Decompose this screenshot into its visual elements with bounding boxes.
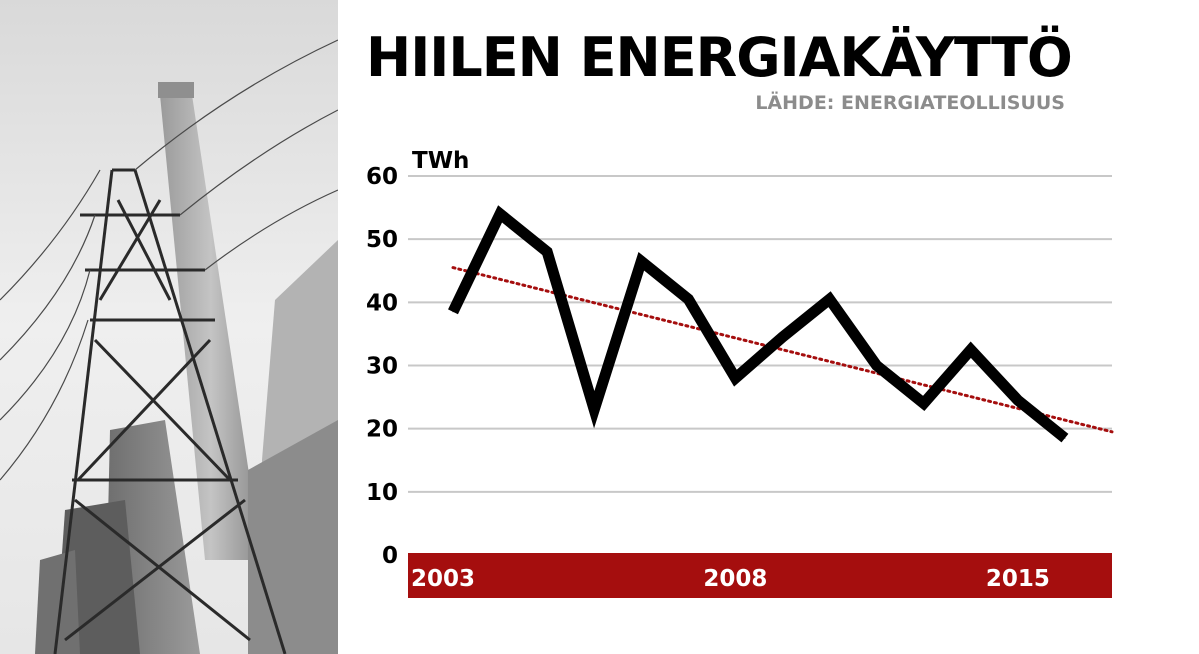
x-tick-label: 2015 [986, 566, 1050, 592]
data-point [782, 336, 783, 338]
source-label: LÄHDE: ENERGIATEOLLISUUS [755, 92, 1065, 114]
grid-lines [408, 175, 1112, 493]
y-axis: 0 10 20 30 40 50 60 [366, 164, 398, 569]
chart-title: HIILEN ENERGIAKÄYTTÖ [366, 26, 1073, 89]
data-point [452, 311, 454, 313]
x-axis: 2003 2008 2015 [411, 566, 1050, 592]
y-unit-label: TWh [412, 148, 469, 174]
y-tick-label: 20 [366, 417, 398, 443]
y-tick-label: 50 [366, 227, 398, 253]
data-point [923, 402, 925, 404]
trend-line-layer [451, 266, 1114, 434]
data-point [499, 213, 501, 215]
data-point [687, 298, 689, 300]
series-line [448, 205, 1069, 443]
series-layer [448, 205, 1069, 443]
y-tick-label: 0 [382, 543, 398, 569]
x-axis-band [408, 553, 1112, 598]
y-tick-label: 60 [366, 164, 398, 190]
data-point [640, 260, 642, 262]
data-point [734, 377, 736, 379]
power-plant-photo [0, 0, 338, 654]
data-point [593, 409, 595, 411]
data-point [970, 349, 972, 351]
data-point [876, 365, 878, 366]
data-point [546, 251, 548, 253]
data-point [1064, 437, 1066, 439]
data-point [829, 298, 831, 300]
y-tick-label: 30 [366, 354, 398, 380]
trend-line [451, 266, 1114, 434]
x-tick-label: 2003 [411, 566, 475, 592]
x-tick-label: 2008 [703, 566, 767, 592]
y-tick-label: 10 [366, 480, 398, 506]
power-plant-image [0, 0, 338, 654]
data-point [1017, 399, 1019, 401]
y-tick-label: 40 [366, 290, 398, 316]
